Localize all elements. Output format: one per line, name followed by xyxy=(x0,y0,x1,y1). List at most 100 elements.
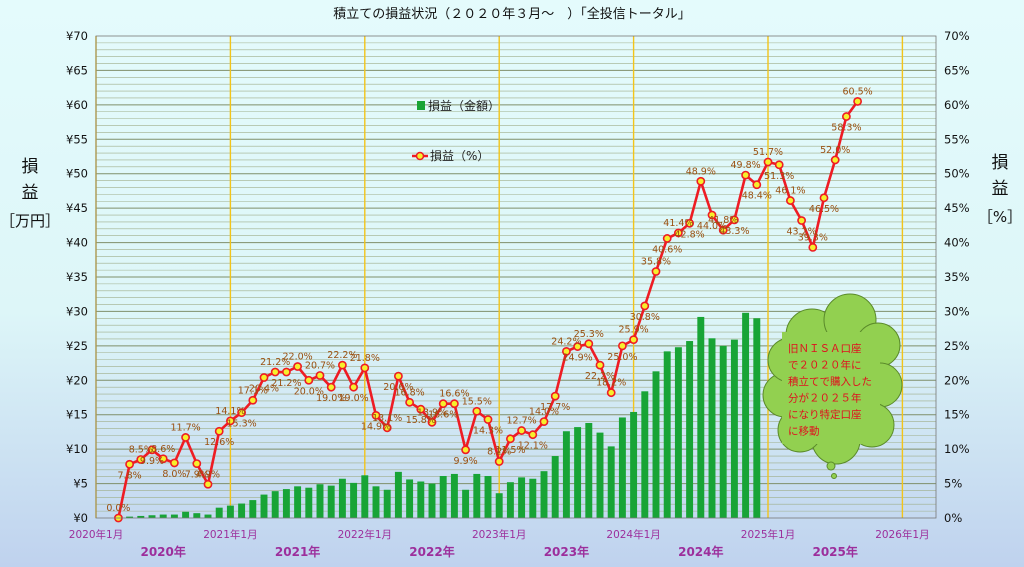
y-tick-left: ¥30 xyxy=(66,304,88,318)
year-label: 2020年 xyxy=(140,544,185,559)
x-tick: 2023年1月 xyxy=(472,528,526,541)
data-label: 17.7% xyxy=(540,402,570,413)
point-marker xyxy=(360,363,370,373)
y-tick-right: 65% xyxy=(944,63,970,77)
y-tick-right: 20% xyxy=(944,373,970,387)
point-marker xyxy=(337,360,347,370)
bar xyxy=(159,514,167,518)
data-label: 21.2% xyxy=(271,378,301,389)
data-label: 19.0% xyxy=(316,393,346,404)
point-marker xyxy=(819,193,829,203)
y-tick-right: 10% xyxy=(944,442,970,456)
point-marker xyxy=(427,417,437,427)
right-axis-label-1: 損 xyxy=(992,153,1009,173)
data-label: 12.1% xyxy=(518,441,548,452)
point-marker xyxy=(248,395,258,405)
point-marker xyxy=(718,225,728,235)
point-marker xyxy=(214,426,224,436)
point-marker xyxy=(326,382,336,392)
bar xyxy=(361,475,369,518)
point-marker xyxy=(595,360,605,370)
y-tick-right: 50% xyxy=(944,167,970,181)
data-label: 12.6% xyxy=(204,437,234,448)
point-marker xyxy=(472,406,482,416)
data-label: 8.6% xyxy=(151,444,175,455)
year-label: 2022年 xyxy=(409,544,454,559)
point-marker xyxy=(281,367,291,377)
bar-series xyxy=(126,312,761,518)
point-marker xyxy=(505,434,515,444)
bar xyxy=(338,478,346,518)
data-label: 48.9% xyxy=(686,166,716,177)
point-marker xyxy=(853,97,862,106)
point-marker xyxy=(797,216,806,225)
right-axis-unit: ［%］ xyxy=(978,208,1022,226)
data-label: 48.4% xyxy=(742,191,772,202)
year-labels: 2020年 2021年 2022年 2023年 2024年 2025年 xyxy=(140,544,857,559)
bar xyxy=(753,318,761,518)
point-marker xyxy=(405,397,414,407)
bar xyxy=(193,513,201,518)
point-marker xyxy=(147,445,157,455)
data-label: 14.3% xyxy=(473,426,503,437)
bar xyxy=(697,316,705,518)
y-tick-right: 60% xyxy=(944,98,970,112)
bar xyxy=(730,339,738,518)
legend-bar-label: 損益（金額） xyxy=(428,98,500,113)
bar xyxy=(439,475,447,518)
point-marker xyxy=(662,234,672,243)
y-tick-left: ¥5 xyxy=(73,477,88,491)
bar xyxy=(215,507,223,518)
bar xyxy=(641,391,649,518)
data-label: 19.0% xyxy=(339,393,369,404)
y-tick-left: ¥40 xyxy=(66,236,88,250)
data-label: 46.5% xyxy=(809,204,839,215)
data-label: 8.5% xyxy=(129,444,153,455)
bar xyxy=(260,494,268,518)
point-marker xyxy=(315,371,325,380)
data-label: 16.8% xyxy=(395,387,425,398)
point-marker xyxy=(763,157,773,167)
point-marker xyxy=(707,210,717,220)
legend-line-label: 損益（%） xyxy=(430,148,489,163)
year-label: 2024年 xyxy=(678,544,723,559)
bar xyxy=(305,487,313,518)
percent-labels: 0.0%7.8%8.5%9.9%8.6%8.0%11.7%7.9%4.9%12.… xyxy=(106,86,872,514)
data-label: 9.9% xyxy=(140,456,164,467)
point-marker xyxy=(416,404,426,414)
bar xyxy=(652,371,660,518)
bar xyxy=(148,515,156,518)
y-tick-right: 15% xyxy=(944,408,970,422)
data-label: 15.5% xyxy=(462,396,492,407)
data-label: 14.1% xyxy=(215,406,245,417)
legend-line-marker xyxy=(415,151,425,161)
data-label: 35.8% xyxy=(641,256,671,267)
bar xyxy=(294,486,302,518)
y-tick-left: ¥35 xyxy=(66,270,88,284)
point-marker xyxy=(349,382,358,392)
bar xyxy=(182,511,190,518)
point-marker xyxy=(618,341,627,351)
point-marker xyxy=(125,459,135,469)
y-tick-left: ¥60 xyxy=(66,98,88,112)
point-marker xyxy=(741,170,750,180)
bar xyxy=(372,486,380,518)
bar xyxy=(596,432,604,518)
bar xyxy=(540,471,548,518)
annotation-line: で２０２０年に xyxy=(788,359,862,372)
data-label: 42.8% xyxy=(675,229,705,240)
bar xyxy=(462,489,470,518)
y-tick-right: 35% xyxy=(944,270,970,284)
y-tick-right: 25% xyxy=(944,339,970,353)
bar xyxy=(585,422,593,518)
bar xyxy=(495,493,503,518)
bar xyxy=(574,427,582,518)
point-marker xyxy=(192,459,202,469)
point-marker xyxy=(203,479,213,489)
y-tick-left: ¥10 xyxy=(66,442,88,456)
data-label: 15.3% xyxy=(227,419,257,430)
right-axis-ticks: 0% 5% 10% 15% 20% 25% 30% 35% 40% 45% 50% 55% 60% 65%… xyxy=(944,29,970,525)
point-marker xyxy=(830,155,840,165)
data-label: 22.0% xyxy=(283,352,313,363)
